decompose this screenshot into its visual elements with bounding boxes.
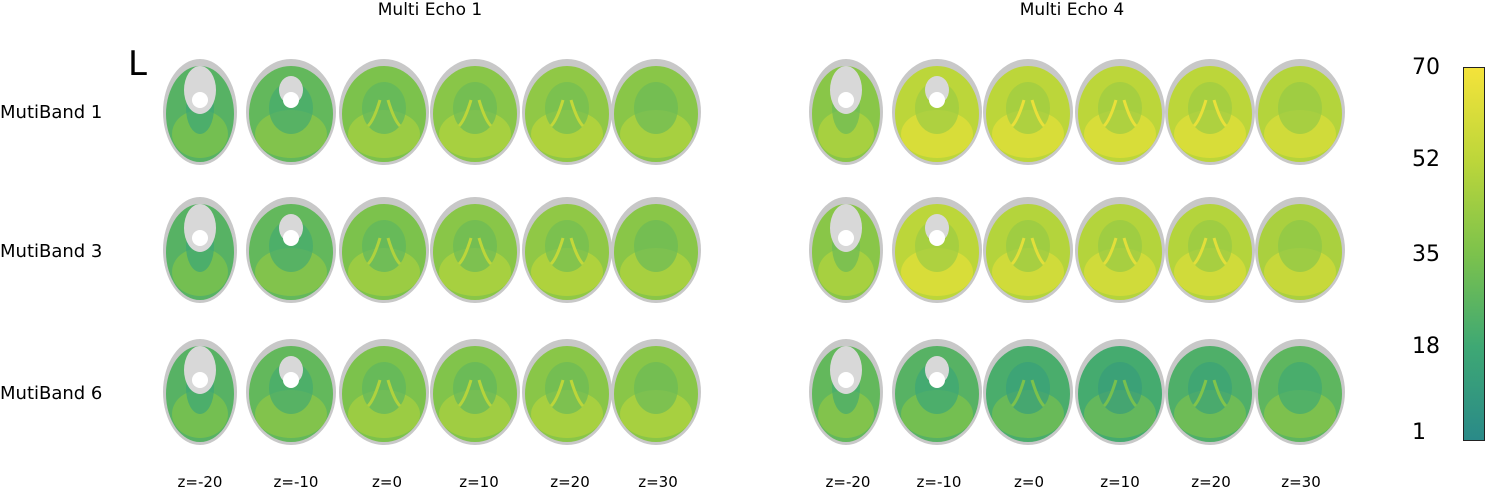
colorbar-tick: 35 xyxy=(1412,242,1440,267)
z-label: z=-20 xyxy=(177,473,223,491)
brain-slice-void xyxy=(192,92,208,108)
brain-slice-grid xyxy=(163,59,1345,445)
z-label: z=30 xyxy=(1281,473,1321,491)
brain-slice-ventricle xyxy=(1010,237,1026,266)
z-label: z=30 xyxy=(638,473,678,491)
z-label: z=-20 xyxy=(825,473,871,491)
brain-slice-ventricle xyxy=(457,237,473,266)
row-label-mb3: MutiBand 3 xyxy=(0,241,103,262)
brain-slice-center xyxy=(1278,362,1322,414)
z-label: z=20 xyxy=(1191,473,1231,491)
brain-slice-ventricle xyxy=(366,379,382,408)
brain-slice-ventricle xyxy=(366,237,382,266)
colorbar-tick: 52 xyxy=(1412,147,1440,172)
z-label: z=0 xyxy=(1014,473,1044,491)
brain-slice-center xyxy=(634,362,678,414)
brain-slice-ventricle xyxy=(549,237,565,266)
brain-slice-ventricle xyxy=(477,237,493,266)
row-label-mb1: MutiBand 1 xyxy=(0,102,103,123)
z-label: z=0 xyxy=(372,473,402,491)
brain-slice-ventricle xyxy=(1192,379,1208,408)
brain-slice-void xyxy=(929,92,945,108)
z-label: z=-10 xyxy=(273,473,319,491)
colorbar-tick: 1 xyxy=(1412,420,1426,445)
brain-slice-ventricle xyxy=(1212,237,1228,266)
brain-slice-ventricle xyxy=(1010,99,1026,128)
brain-slice-ventricle xyxy=(569,237,585,266)
brain-slice-ventricle xyxy=(1122,237,1138,266)
z-label: z=-10 xyxy=(916,473,962,491)
brain-slice-void xyxy=(283,230,299,246)
brain-slice-ventricle xyxy=(386,99,402,128)
brain-slice-ventricle xyxy=(457,99,473,128)
colorbar-tick: 70 xyxy=(1412,55,1440,80)
brain-slice-ventricle xyxy=(1102,237,1118,266)
brain-slice-void xyxy=(838,372,854,388)
brain-slice-center xyxy=(1278,220,1322,272)
brain-slice-ventricle xyxy=(1212,379,1228,408)
z-label: z=10 xyxy=(1100,473,1140,491)
brain-slice-ventricle xyxy=(1102,99,1118,128)
brain-slice-ventricle xyxy=(549,379,565,408)
brain-slice-bone xyxy=(184,346,216,394)
brain-slice-ventricle xyxy=(549,99,565,128)
brain-slice-ventricle xyxy=(569,379,585,408)
brain-slice-center xyxy=(634,82,678,134)
brain-slice-ventricle xyxy=(1030,237,1046,266)
brain-slice-ventricle xyxy=(386,237,402,266)
column-title-echo4: Multi Echo 4 xyxy=(1019,0,1125,20)
orientation-label: L xyxy=(128,44,147,84)
brain-slice-ventricle xyxy=(1030,379,1046,408)
row-label-mb6: MutiBand 6 xyxy=(0,383,103,404)
brain-slice-void xyxy=(929,230,945,246)
z-label: z=20 xyxy=(550,473,590,491)
brain-slice-void xyxy=(283,372,299,388)
brain-slice-ventricle xyxy=(1192,237,1208,266)
brain-slice-void xyxy=(192,372,208,388)
brain-slice-ventricle xyxy=(477,99,493,128)
brain-slice-ventricle xyxy=(386,379,402,408)
brain-slice-bone xyxy=(830,204,862,252)
colorbar-tick: 18 xyxy=(1412,334,1440,359)
brain-slice-ventricle xyxy=(1010,379,1026,408)
colorbar xyxy=(1463,67,1485,441)
brain-slice-void xyxy=(192,230,208,246)
z-label: z=10 xyxy=(459,473,499,491)
brain-slice-void xyxy=(929,372,945,388)
brain-slice-bone xyxy=(830,346,862,394)
brain-slice-bone xyxy=(184,204,216,252)
brain-slice-ventricle xyxy=(1192,99,1208,128)
brain-slice-void xyxy=(838,230,854,246)
column-title-echo1: Multi Echo 1 xyxy=(377,0,483,20)
brain-slice-void xyxy=(838,92,854,108)
brain-slice-ventricle xyxy=(1122,379,1138,408)
brain-slice-ventricle xyxy=(1122,99,1138,128)
brain-slice-ventricle xyxy=(569,99,585,128)
brain-slice-ventricle xyxy=(1030,99,1046,128)
brain-slice-ventricle xyxy=(1102,379,1118,408)
brain-slice-bone xyxy=(830,66,862,114)
brain-slice-center xyxy=(1278,82,1322,134)
brain-slice-ventricle xyxy=(477,379,493,408)
brain-slice-ventricle xyxy=(457,379,473,408)
brain-slice-ventricle xyxy=(366,99,382,128)
brain-slice-bone xyxy=(184,66,216,114)
brain-slice-center xyxy=(634,220,678,272)
brain-slice-void xyxy=(283,92,299,108)
brain-slice-ventricle xyxy=(1212,99,1228,128)
